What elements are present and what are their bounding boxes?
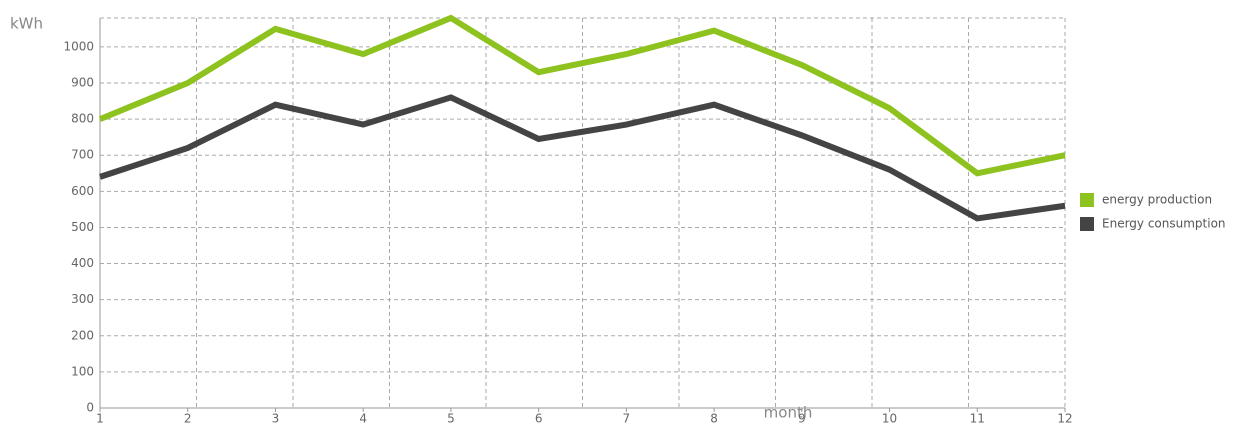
x-tick-label: 1 bbox=[96, 412, 104, 424]
y-tick-label: 100 bbox=[71, 364, 94, 378]
x-tick-label: 2 bbox=[184, 412, 192, 424]
y-tick-label: 800 bbox=[71, 112, 94, 126]
y-tick-label: 600 bbox=[71, 184, 94, 198]
x-tick-label: 3 bbox=[272, 412, 280, 424]
y-tick-label: 900 bbox=[71, 76, 94, 90]
y-tick-label: 500 bbox=[71, 220, 94, 234]
y-tick-label: 300 bbox=[71, 292, 94, 306]
x-tick-label: 4 bbox=[359, 412, 367, 424]
series-line bbox=[99, 94, 1066, 222]
x-tick-label: 7 bbox=[623, 412, 631, 424]
x-tick-label: 6 bbox=[535, 412, 543, 424]
y-tick-label: 200 bbox=[71, 328, 94, 342]
x-tick-label: 5 bbox=[447, 412, 455, 424]
x-tick-label: 11 bbox=[970, 412, 985, 424]
legend-label: Energy consumption bbox=[1102, 217, 1226, 231]
y-tick-label: 400 bbox=[71, 256, 94, 270]
x-tick-label: 10 bbox=[882, 412, 897, 424]
x-tick-label: 8 bbox=[710, 412, 718, 424]
y-tick-label: 700 bbox=[71, 148, 94, 162]
y-axis-label: kWh bbox=[10, 15, 43, 33]
x-tick-label: 9 bbox=[798, 412, 806, 424]
y-tick-label: 1000 bbox=[63, 39, 94, 53]
legend-swatch bbox=[1080, 217, 1094, 231]
y-tick-label: 0 bbox=[86, 401, 94, 415]
x-tick-label: 12 bbox=[1057, 412, 1072, 424]
series-line bbox=[98, 14, 1066, 177]
legend-swatch bbox=[1080, 193, 1094, 207]
legend-label: energy production bbox=[1102, 193, 1212, 207]
